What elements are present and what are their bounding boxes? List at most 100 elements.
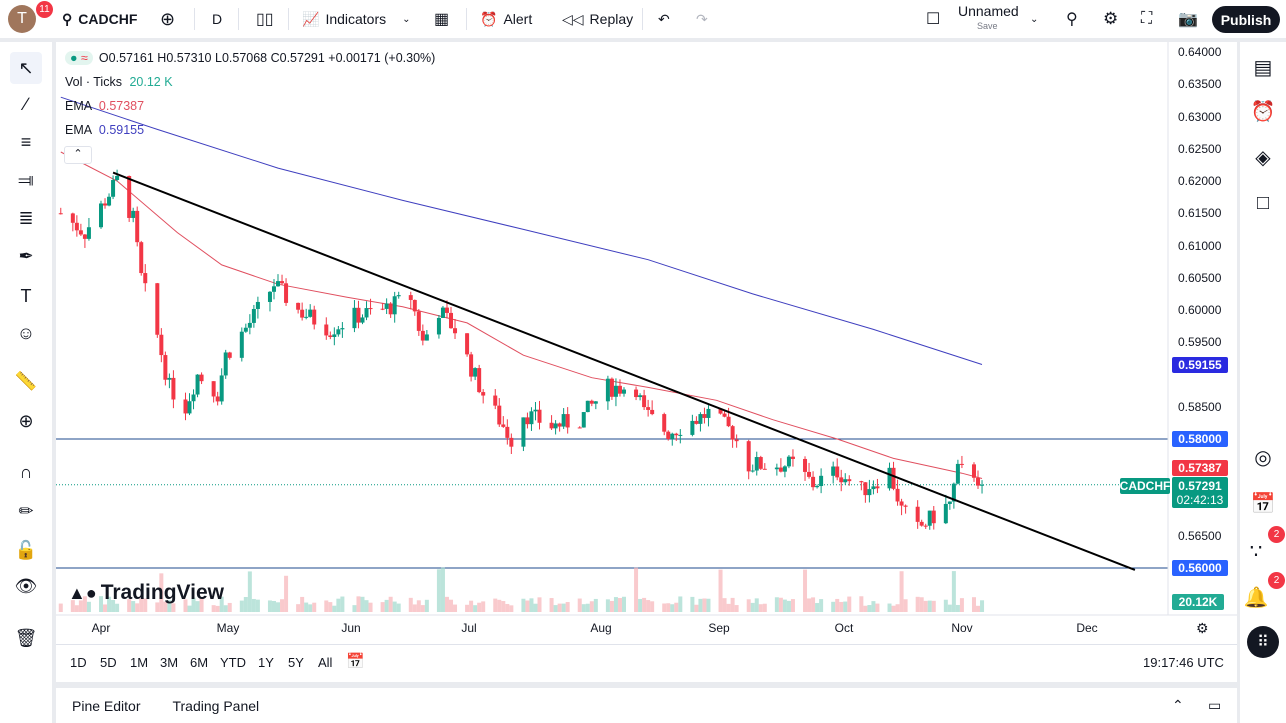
indicators-button[interactable]: 📈 Indicators ⌄ [302,10,411,28]
candles-icon[interactable]: ▯▯ [256,11,274,28]
range-3m[interactable]: 3M [160,655,179,670]
trading-panel-tab[interactable]: Trading Panel [172,697,260,714]
publish-button[interactable]: Publish [1212,6,1280,33]
candle-body [871,486,876,490]
candle-body [815,486,820,488]
chart-pane[interactable] [56,42,1237,682]
volume-bar [561,603,566,612]
range-all[interactable]: All [318,655,333,670]
pencil-lock-icon[interactable]: ✏ [18,500,34,521]
fib-icon[interactable]: ≣ [18,207,34,228]
volume-bar [980,600,985,612]
candle-body [243,327,248,332]
volume-bar [340,596,345,612]
candle-body [332,334,337,337]
cursor-icon[interactable]: ↖ [10,52,42,84]
interval-button[interactable]: D [212,11,223,27]
collapse-legend-icon[interactable]: ⌃ [64,146,92,164]
emoji-icon[interactable]: ☺ [16,322,36,343]
range-5d[interactable]: 5D [100,655,117,670]
alerts-clock-icon[interactable]: ⏰ [1250,100,1276,123]
pattern-icon[interactable]: ⫥ [18,169,34,190]
camera-icon[interactable]: 📷 [1178,11,1198,28]
compare-icon[interactable]: ⊕ [160,8,176,29]
quick-search-icon[interactable]: ⚲ [1066,11,1078,28]
target-icon[interactable]: ◎ [1254,446,1272,469]
avatar[interactable]: T [8,5,36,33]
symbol-price-label: CADCHF [1119,478,1171,494]
volume-bar [589,601,594,612]
candle-body [698,414,703,424]
month-tick: Oct [834,621,854,635]
text-icon[interactable]: T [20,285,32,306]
candle-body [505,426,510,438]
apps-grid-icon[interactable]: ⠿ [1247,626,1279,658]
volume-bar [127,599,132,612]
candle-body [469,354,474,377]
watchlist-icon[interactable]: ▤ [1253,56,1273,79]
candle-body [782,466,787,472]
layers-icon[interactable]: ◈ [1255,146,1271,169]
candle-body [605,378,610,402]
horizontal-lines-icon[interactable]: ≡ [20,131,32,152]
replay-button[interactable]: ◁◁ Replay [562,10,634,28]
range-1y[interactable]: 1Y [258,655,274,670]
volume-bar [662,603,667,612]
volume-bar [549,598,554,612]
candle-body [903,505,908,507]
range-1m[interactable]: 1M [130,655,149,670]
date-range-icon[interactable]: 📅 [346,653,365,670]
volume-bar [243,597,248,612]
settings-icon[interactable]: ⚙ [1103,9,1119,28]
symbol-search[interactable]: ⚲ CADCHF [62,10,138,28]
layout-checkbox-icon[interactable]: ☐ [926,11,941,28]
alert-button[interactable]: ⏰ Alert [480,10,533,28]
range-6m[interactable]: 6M [190,655,209,670]
trendline-icon[interactable]: ∕ [24,93,28,114]
redo-icon[interactable]: ↷ [696,10,708,27]
lock-icon[interactable]: 🔓 [14,539,38,560]
maximize-panel-icon[interactable]: ▭ [1208,697,1222,713]
candle-body [155,283,160,335]
volume-bar [895,604,900,612]
hline-top-price-label: 0.58000 [1172,431,1228,447]
chevron-up-icon[interactable]: ⌃ [1172,697,1184,713]
volume-bar [163,601,168,612]
candle-body [280,281,285,284]
chevron-down-icon[interactable]: ⌄ [1030,13,1039,25]
ideas-stream-icon[interactable]: ∵ [1249,540,1263,563]
magnet-icon[interactable]: ∩ [19,461,33,482]
pine-editor-tab[interactable]: Pine Editor [72,697,141,714]
range-ytd[interactable]: YTD [220,655,246,670]
range-1d[interactable]: 1D [70,655,87,670]
volume-bar [915,596,920,612]
ideas-badge: 2 [1268,526,1285,543]
brush-icon[interactable]: ✒ [18,245,34,266]
axis-settings-icon[interactable]: ⚙ [1196,620,1209,636]
zoom-icon[interactable]: ⊕ [18,410,34,431]
candle-body [955,463,960,484]
candle-body [74,222,79,231]
undo-icon[interactable]: ↶ [658,10,670,27]
ruler-icon[interactable]: 📏 [14,370,38,391]
volume-bar [247,571,252,612]
layout-name[interactable]: Unnamed [958,3,1019,19]
trash-icon[interactable]: 🗑 [14,627,38,648]
fullscreen-icon[interactable]: ⛶ [1141,10,1153,27]
bell-icon[interactable]: 🔔 [1243,586,1269,609]
candle-body [481,392,486,396]
candle-body [364,308,369,318]
eye-icon[interactable]: 👁 [14,575,38,596]
price-tick: 0.63000 [1178,109,1222,124]
volume-bar [284,575,289,612]
volume-bar [211,605,216,612]
volume-bar [171,603,176,612]
status-dot-icon: ● [70,51,78,65]
volume-bar [408,597,413,612]
clock[interactable]: 19:17:46 UTC [1143,655,1224,670]
range-5y[interactable]: 5Y [288,655,304,670]
calendar-icon[interactable]: 📅 [1250,492,1276,515]
chat-icon[interactable]: □ [1256,191,1270,214]
layouts-icon[interactable]: ▦ [434,11,450,28]
